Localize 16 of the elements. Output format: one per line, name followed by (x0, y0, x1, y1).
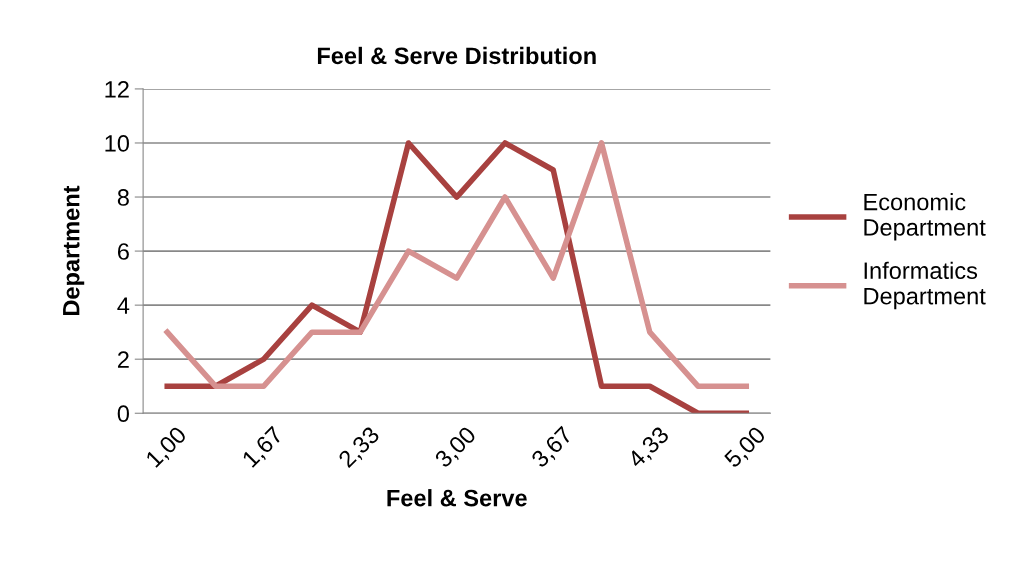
y-tick-label: 12 (105, 80, 129, 98)
x-tick-label: 3,00 (433, 425, 479, 471)
y-tick-label: 4 (117, 297, 130, 314)
y-tick-label: 6 (117, 243, 129, 260)
chart-title: Feel & Serve Distribution (317, 46, 596, 65)
y-tick-label: 8 (117, 189, 129, 206)
y-axis-title: Department (63, 185, 85, 316)
x-tick-label: 5,00 (723, 425, 769, 471)
x-axis-title: Feel & Serve (387, 489, 527, 507)
x-tick-label: 4,33 (626, 425, 672, 471)
y-tick-label: 10 (105, 135, 129, 152)
y-tick-label: 0 (117, 405, 129, 423)
legend-label: Economic Department (864, 193, 986, 241)
legend-label: Informatics Department (864, 261, 986, 310)
y-tick-label: 2 (117, 351, 129, 368)
x-tick-label: 1,00 (144, 425, 190, 470)
